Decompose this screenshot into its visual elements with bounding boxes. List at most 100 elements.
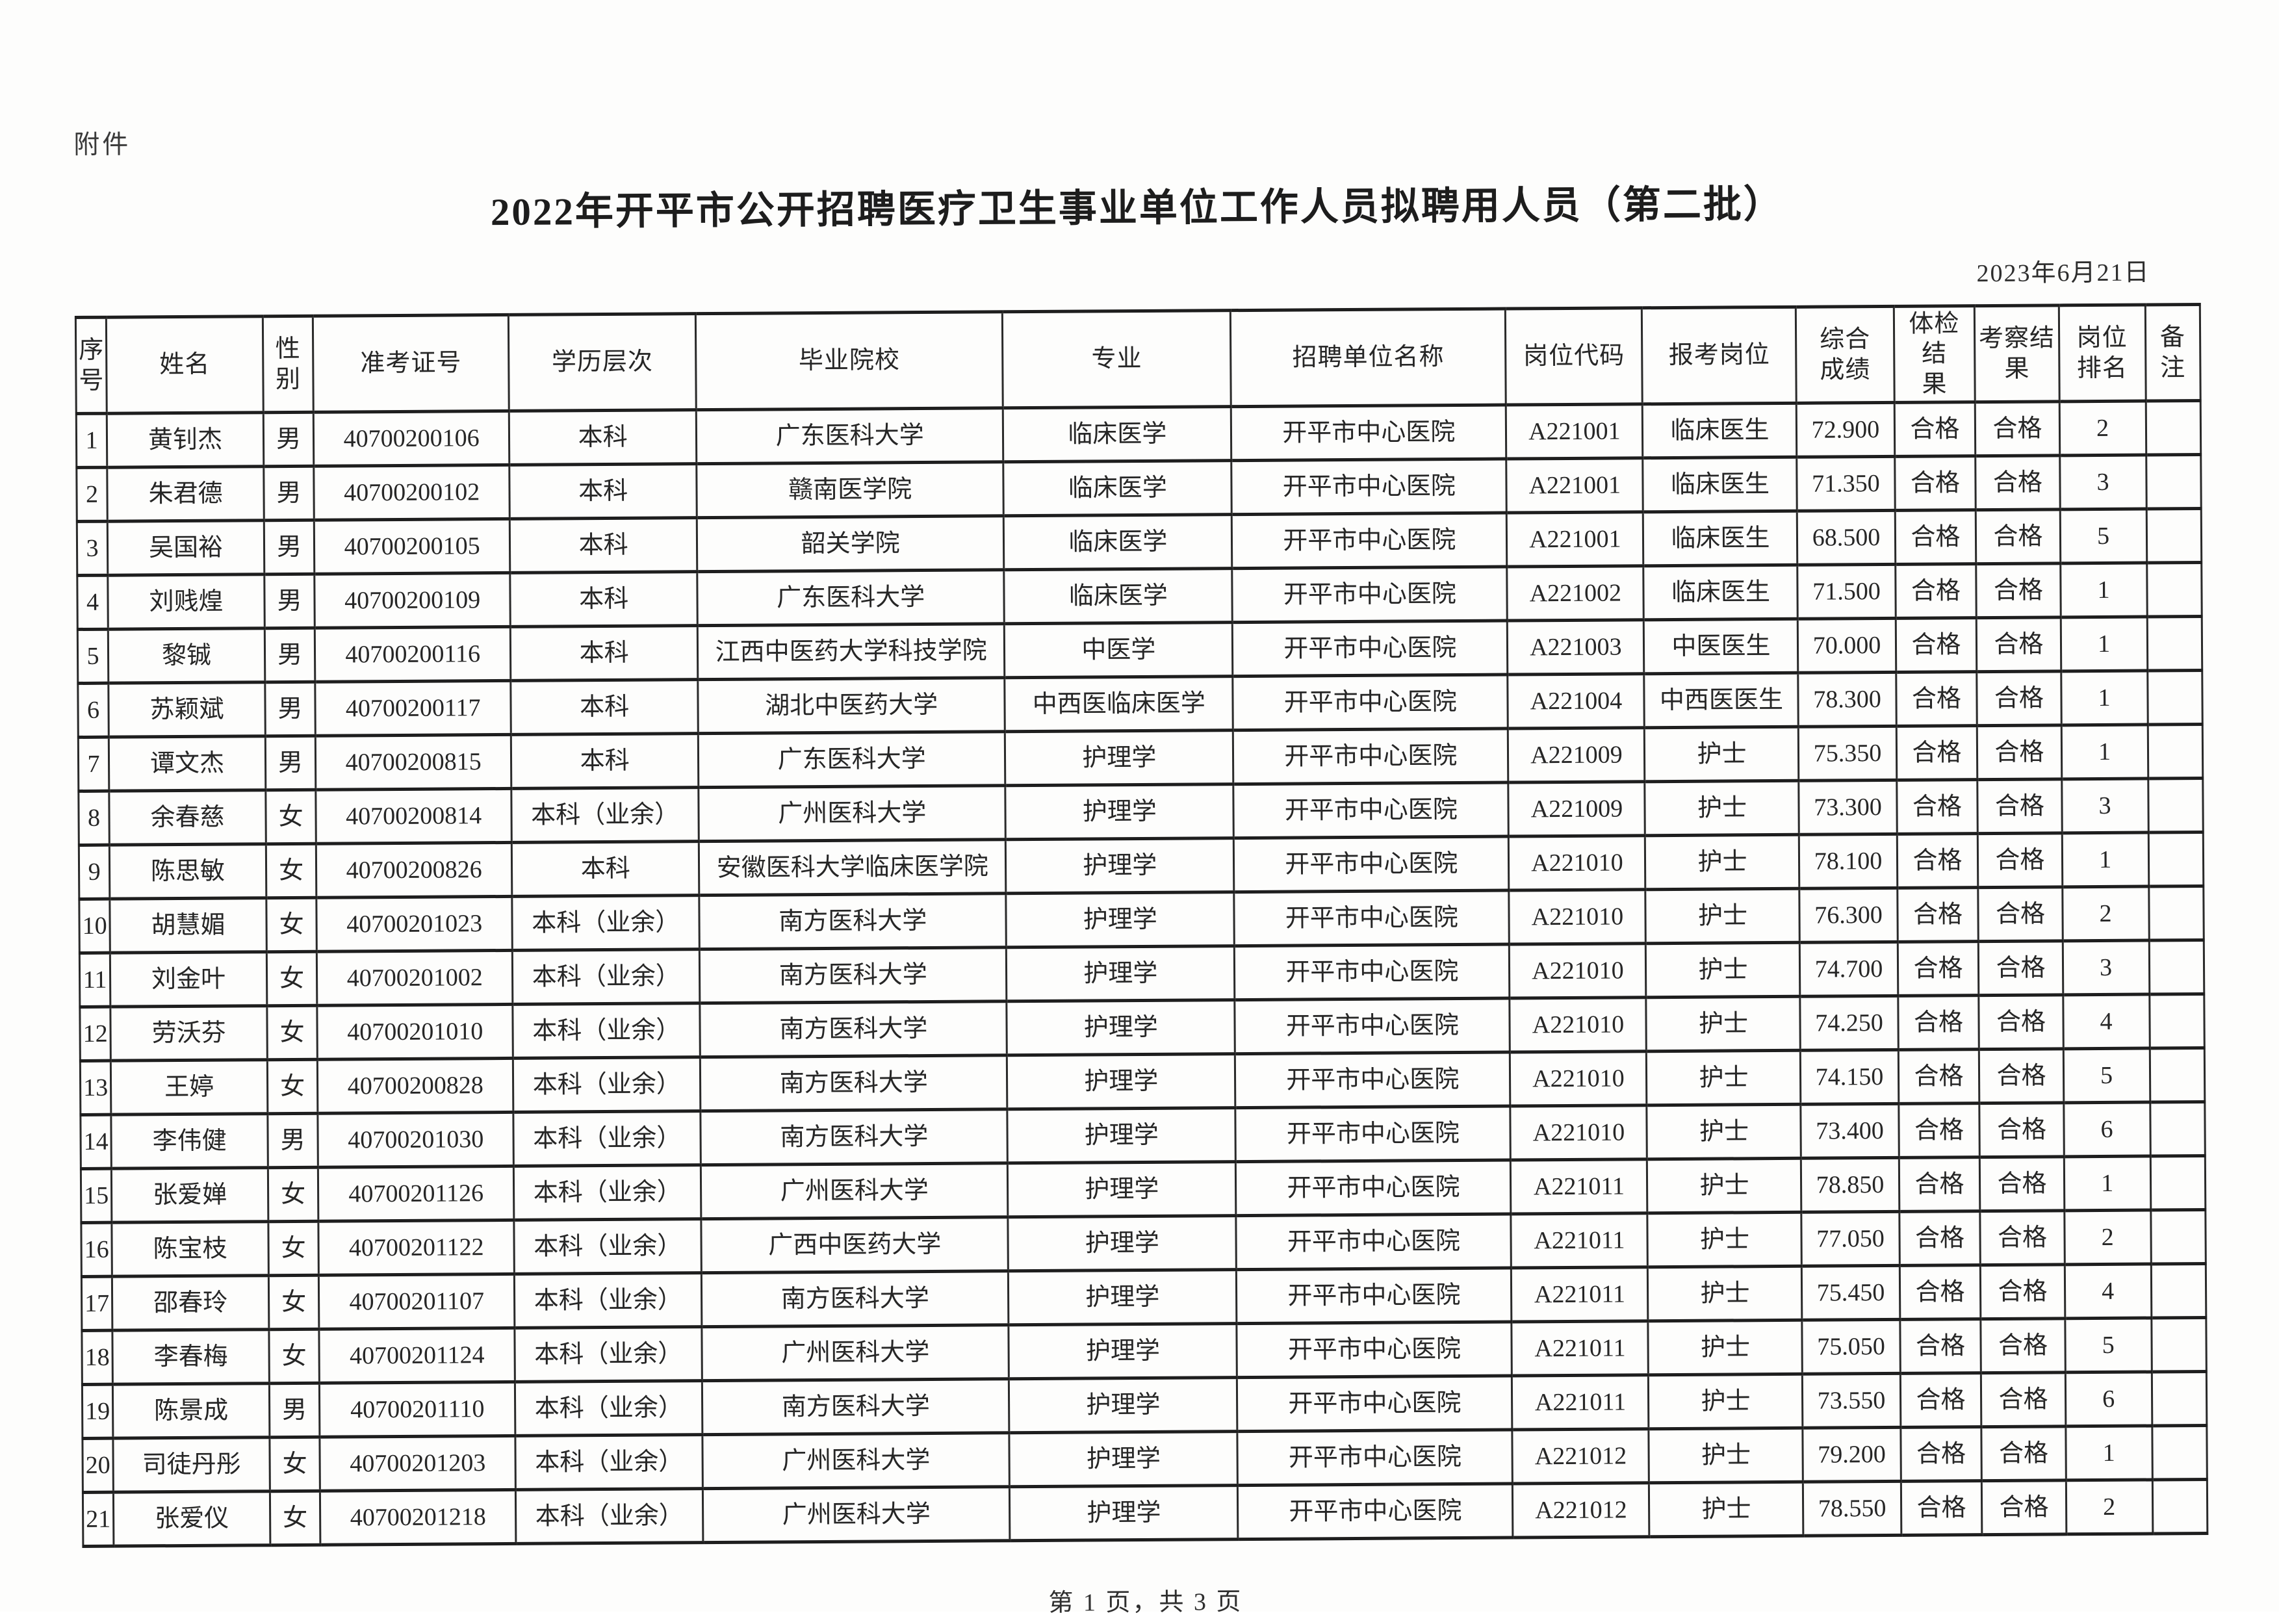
table-cell: 广东医科大学 [696, 407, 1003, 464]
table-cell: 南方医科大学 [702, 1378, 1010, 1435]
table-cell: 74.700 [1799, 942, 1898, 997]
table-cell: 合格 [1898, 1049, 1980, 1104]
table-cell [2146, 454, 2202, 509]
table-cell: 黄钊杰 [107, 412, 264, 468]
table-cell [2150, 1155, 2206, 1211]
table-cell: 本科（业余） [513, 1003, 701, 1059]
table-cell: 广东医科大学 [698, 731, 1006, 788]
column-header: 岗位 排名 [2058, 305, 2146, 402]
table-cell: 广州医科大学 [701, 1163, 1009, 1219]
table-cell: 男 [267, 1113, 318, 1168]
page-title: 2022年开平市公开招聘医疗卫生事业单位工作人员拟聘用人员（第二批） [490, 182, 1784, 234]
table-cell: 40700201023 [316, 896, 513, 952]
table-header-row: 序 号姓名性 别准考证号 学历层次 毕业院校 专业 招聘单位名称 岗位代码 报考岗位 综合 成… [75, 304, 2201, 414]
table-cell: 本科 [511, 733, 699, 789]
table-cell: 2 [2059, 401, 2146, 456]
table-cell: 护理学 [1009, 1431, 1238, 1487]
column-header: 毕业院校 [695, 311, 1003, 410]
table-cell: 合格 [1977, 671, 2061, 726]
table-cell: 男 [264, 628, 315, 682]
table-cell: 8 [78, 791, 110, 845]
table-cell: 2 [2065, 1480, 2153, 1534]
table-cell: 张爱婵 [111, 1167, 268, 1223]
table-cell: A221011 [1511, 1267, 1649, 1322]
table-cell: 本科 [509, 463, 697, 519]
table-cell: 护理学 [1006, 892, 1235, 947]
table-cell: 护理学 [1005, 784, 1234, 840]
table-cell: 本科（业余） [515, 1488, 704, 1544]
table-cell: 女 [268, 1275, 320, 1330]
column-header: 备注 [2144, 304, 2201, 402]
table-cell: 安徽医科大学临床医学院 [699, 839, 1007, 896]
table-cell: 护士 [1644, 727, 1799, 782]
table-cell: 开平市中心医院 [1234, 890, 1510, 946]
table-cell: A221010 [1510, 1105, 1647, 1161]
table-cell [2150, 1209, 2206, 1265]
table-cell: 13 [80, 1061, 111, 1115]
table-cell: 4 [77, 575, 109, 630]
table-cell: 78.300 [1798, 672, 1896, 727]
table-cell: 合格 [1900, 1426, 1982, 1482]
table-cell: 合格 [1976, 455, 2060, 510]
table-cell [2147, 670, 2203, 725]
table-cell: A221002 [1507, 565, 1644, 621]
table-cell: 合格 [1898, 1103, 1980, 1158]
table-cell [2146, 562, 2202, 617]
table-cell: 南方医科大学 [701, 1270, 1009, 1327]
table-cell: A221001 [1506, 458, 1643, 513]
table-cell: 临床医学 [1003, 406, 1232, 462]
table-cell: 合格 [1896, 779, 1978, 834]
table-cell: A221011 [1512, 1374, 1649, 1430]
table-cell: 黎铖 [108, 628, 265, 684]
table-cell: 护士 [1645, 834, 1800, 890]
table-cell: 合格 [1981, 1318, 2065, 1373]
table-cell: 78.100 [1799, 834, 1898, 889]
table-cell: 南方医科大学 [701, 1109, 1008, 1165]
table-cell: 南方医科大学 [700, 1001, 1007, 1057]
table-cell: 本科（业余） [515, 1434, 703, 1490]
table-cell: 女 [266, 844, 316, 898]
table-cell: 本科 [509, 571, 698, 627]
table-cell: 72.900 [1796, 402, 1895, 458]
table-cell [2152, 1425, 2208, 1480]
table-cell [2148, 778, 2204, 833]
table-cell: 40700200105 [314, 519, 510, 574]
table-cell: 4 [2064, 1264, 2152, 1319]
table-cell: 1 [2060, 563, 2147, 617]
table-cell: 护士 [1645, 888, 1800, 944]
table-cell: 临床医生 [1643, 457, 1797, 512]
table-cell: 5 [2065, 1318, 2152, 1373]
table-cell: A221009 [1508, 727, 1645, 783]
table-cell: 陈景成 [112, 1383, 270, 1439]
table-cell [2148, 886, 2204, 941]
table-cell: 开平市中心医院 [1237, 1484, 1513, 1540]
table-cell: 40700201110 [319, 1382, 516, 1437]
table-cell: 护士 [1648, 1374, 1803, 1429]
table-cell: 临床医学 [1003, 514, 1233, 570]
table-cell: 合格 [1899, 1373, 1982, 1428]
table-cell: 临床医学 [1003, 568, 1233, 624]
table-cell: 开平市中心医院 [1231, 513, 1508, 569]
table-cell: 合格 [1898, 995, 1979, 1050]
table-cell: 临床医生 [1643, 511, 1798, 566]
table-cell: 刘金叶 [110, 951, 267, 1007]
column-header: 招聘单位名称 [1230, 309, 1506, 407]
table-cell: 1 [2061, 671, 2148, 725]
table-cell: 中医学 [1004, 622, 1233, 678]
table-cell: 1 [2061, 832, 2149, 887]
table-cell: 40700200828 [317, 1058, 514, 1114]
table-cell: 16 [81, 1222, 112, 1277]
table-cell: 护理学 [1009, 1323, 1237, 1379]
table-cell: 朱君德 [107, 466, 264, 522]
table-cell: 王婷 [110, 1059, 268, 1115]
table-cell: 合格 [1896, 725, 1978, 780]
table-cell: 本科 [509, 517, 697, 573]
table-cell: 77.050 [1801, 1211, 1899, 1267]
table-cell: 本科（业余） [514, 1218, 702, 1274]
table-cell: 本科 [511, 841, 699, 897]
table-cell: 79.200 [1803, 1427, 1901, 1482]
table-cell: A221011 [1512, 1321, 1649, 1376]
table-cell: 6 [2063, 1102, 2150, 1157]
table-cell: 73.300 [1799, 780, 1897, 835]
table-cell: A221003 [1507, 619, 1645, 675]
